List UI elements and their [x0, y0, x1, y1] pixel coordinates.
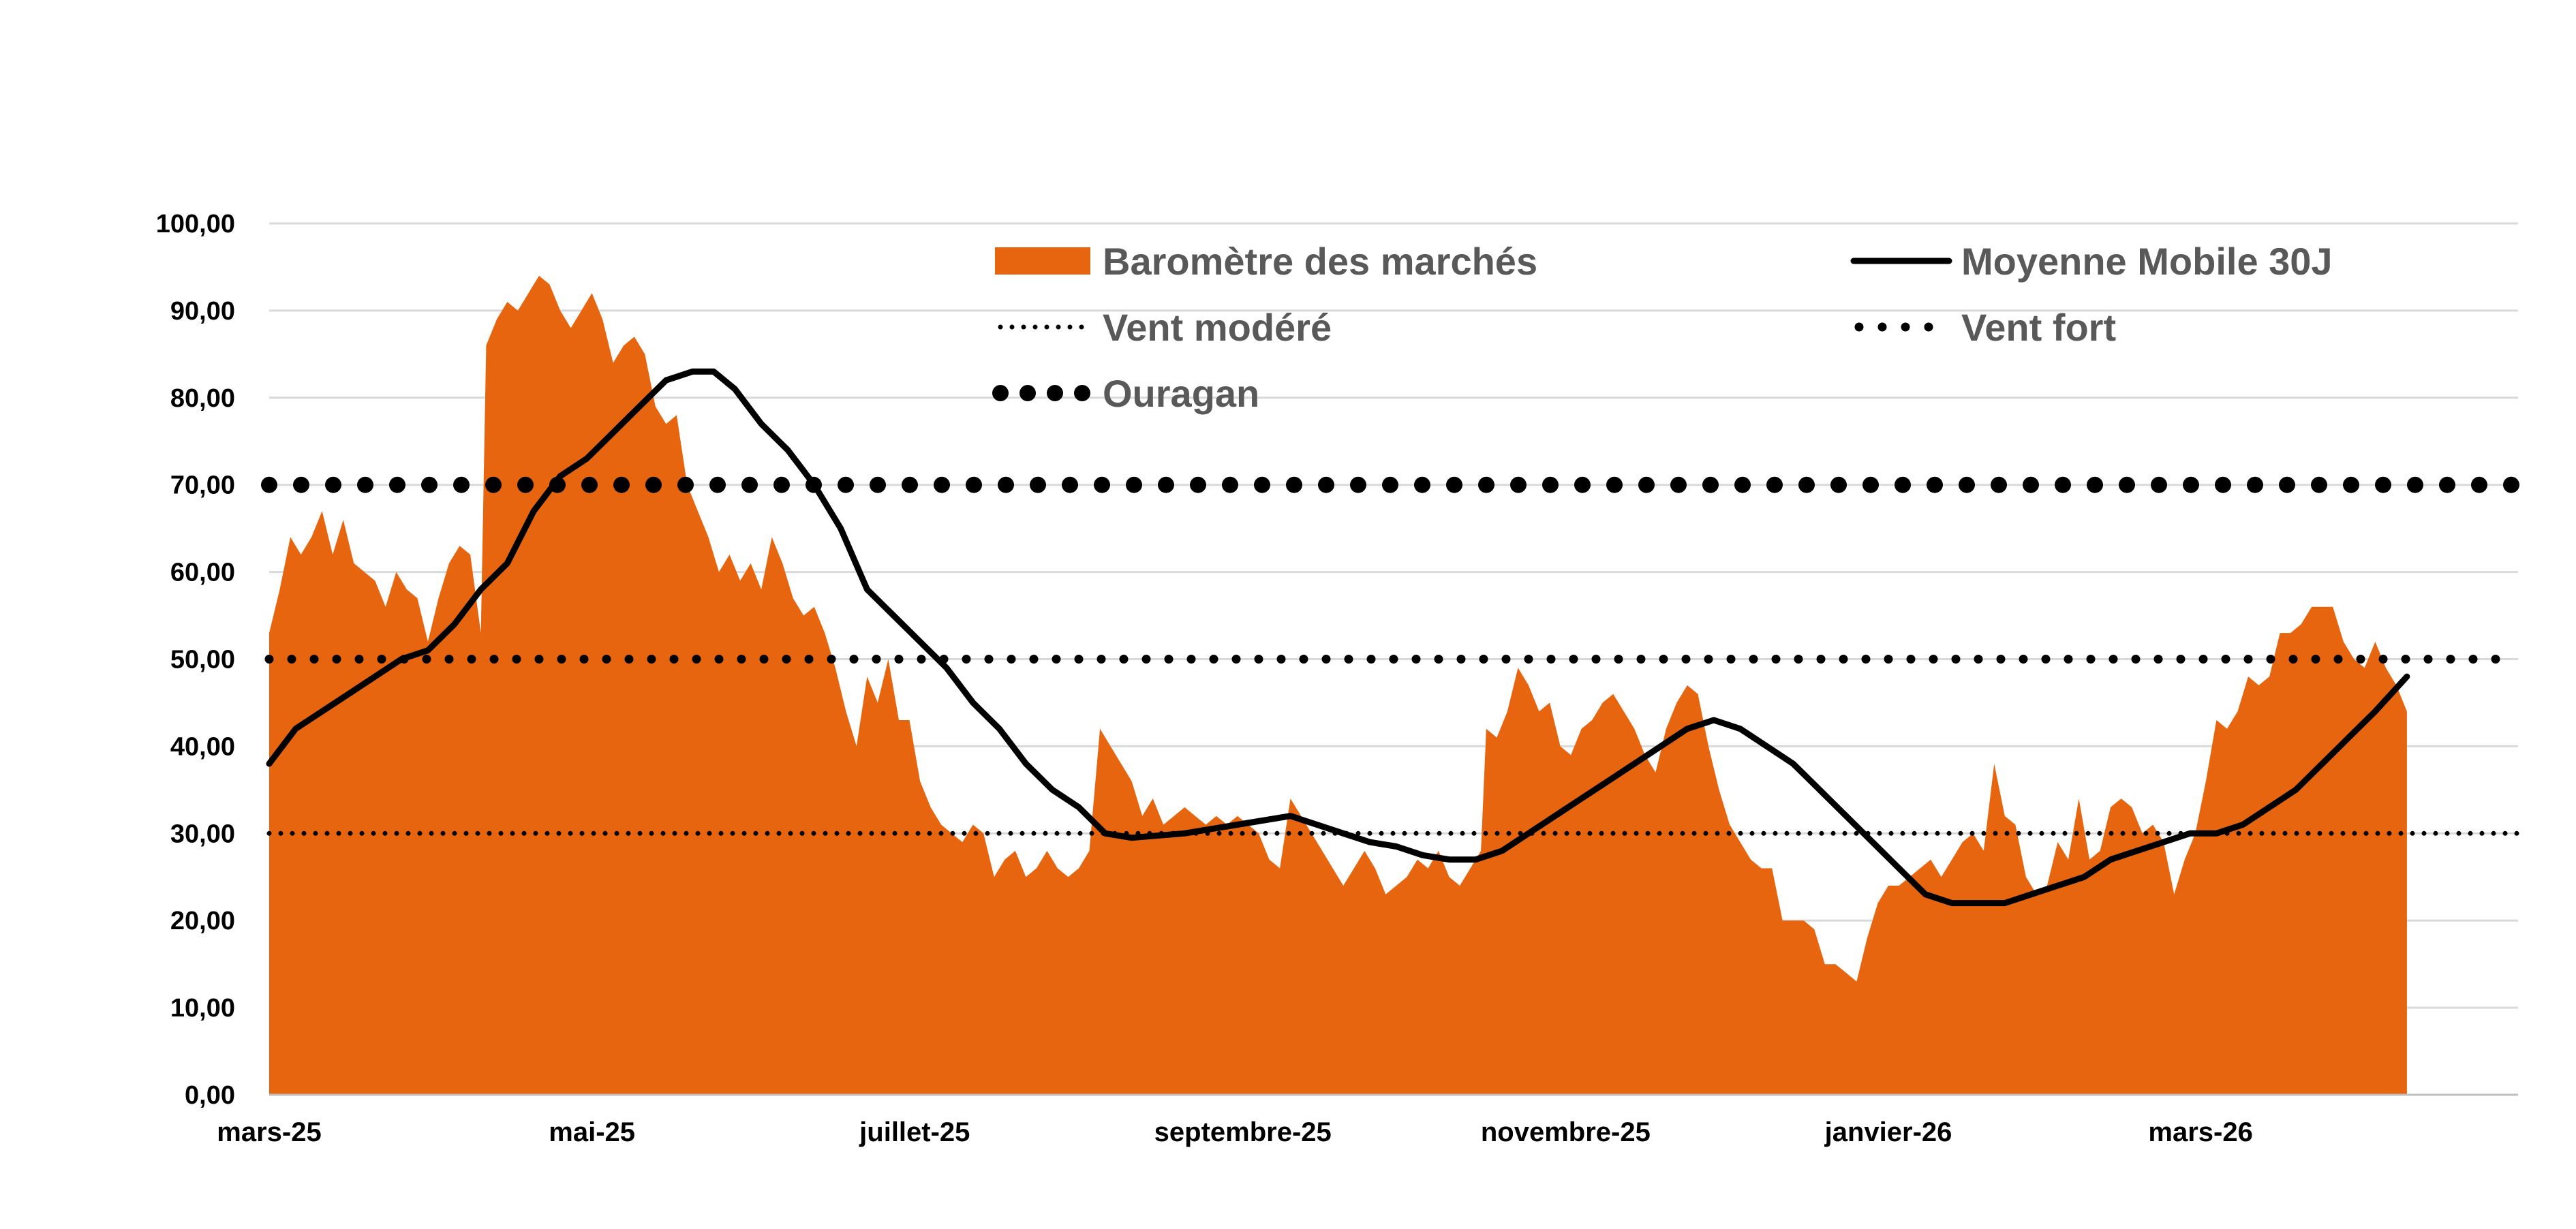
legend-item: Baromètre des marchés [995, 240, 1537, 283]
y-tick-label: 80,00 [170, 384, 235, 413]
y-tick-label: 90,00 [170, 297, 235, 326]
x-tick-label: novembre-25 [1481, 1117, 1651, 1147]
barometre-area [269, 275, 2407, 1095]
legend-swatch-area [995, 247, 1090, 275]
x-tick-label: janvier-26 [1824, 1117, 1952, 1147]
legend-item: Moyenne Mobile 30J [1850, 240, 2333, 283]
legend-label: Vent fort [1961, 306, 2116, 349]
legend-label: Vent modéré [1103, 306, 1332, 349]
legend-item: Vent modéré [998, 306, 1332, 349]
x-tick-label: juillet-25 [859, 1117, 970, 1147]
x-tick-label: mars-26 [2148, 1117, 2252, 1147]
axes: 0,00 10,00 20,00 30,00 40,00 50,00 60,00 70,00 8… [156, 210, 2518, 1147]
y-tick-label: 30,00 [170, 820, 235, 848]
x-tick-label: mai-25 [549, 1117, 635, 1147]
y-tick-label: 0,00 [185, 1081, 235, 1110]
x-tick-label: septembre-25 [1154, 1117, 1332, 1147]
legend-label: Ouragan [1103, 372, 1259, 415]
x-tick-label: mars-25 [217, 1117, 321, 1147]
y-tick-label: 100,00 [156, 210, 235, 238]
legend-label: Baromètre des marchés [1103, 240, 1537, 283]
y-tick-label: 60,00 [170, 559, 235, 587]
y-tick-label: 10,00 [170, 994, 235, 1023]
y-tick-label: 20,00 [170, 907, 235, 935]
legend-item: Vent fort [1854, 306, 2116, 349]
moving-average-layer [266, 368, 2410, 907]
barometre-area-layer [269, 275, 2407, 1095]
y-tick-label: 50,00 [170, 646, 235, 674]
y-tick-label: 70,00 [170, 471, 235, 500]
moving-average-line [266, 368, 2410, 907]
threshold-lines [261, 476, 2526, 836]
legend: Baromètre des marchés Moyenne Mobile 30J V… [992, 240, 2333, 415]
legend-item: Ouragan [992, 372, 1259, 415]
legend-label: Moyenne Mobile 30J [1961, 240, 2333, 283]
y-tick-label: 40,00 [170, 732, 235, 761]
